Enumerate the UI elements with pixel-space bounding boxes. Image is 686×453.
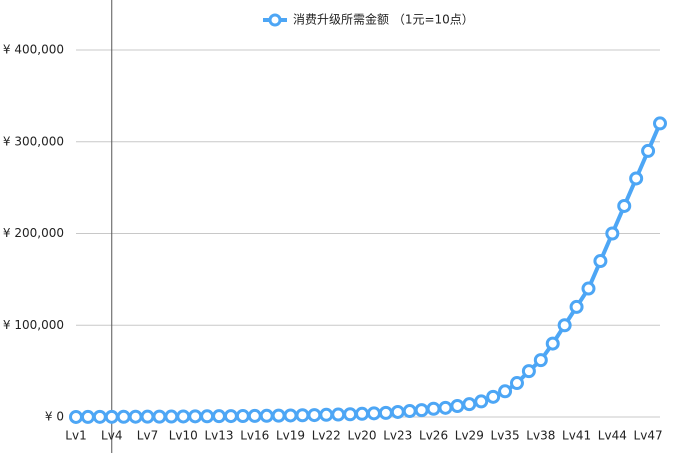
legend-marker	[268, 13, 282, 27]
data-point	[92, 409, 107, 424]
data-point	[521, 364, 536, 379]
data-point	[164, 409, 179, 424]
data-point	[533, 353, 548, 368]
data-point	[69, 409, 83, 424]
data-point	[80, 409, 95, 424]
data-point	[557, 318, 572, 333]
data-point	[402, 404, 417, 419]
data-point	[200, 409, 215, 424]
x-tick-label: Lv13	[204, 429, 233, 443]
x-tick-label: Lv1	[65, 429, 86, 443]
data-point	[450, 398, 465, 413]
y-tick-label: ¥ 200,000	[3, 226, 64, 240]
x-tick-label: Lv38	[526, 429, 555, 443]
data-point	[641, 143, 656, 158]
y-tick-label: ¥ 400,000	[3, 43, 64, 57]
data-point	[390, 404, 405, 419]
data-point	[128, 409, 143, 424]
data-point	[295, 408, 310, 423]
data-point	[581, 281, 596, 296]
x-tick-label: Lv35	[491, 429, 520, 443]
data-point	[366, 406, 381, 421]
data-point	[140, 409, 155, 424]
data-point	[212, 409, 227, 424]
data-point	[498, 384, 513, 399]
x-tick-label: Lv23	[383, 429, 412, 443]
data-point	[355, 406, 370, 421]
x-tick-label: Lv4	[101, 429, 122, 443]
x-tick-label: Lv20	[348, 429, 377, 443]
data-point	[617, 198, 632, 213]
data-point	[247, 408, 262, 423]
x-tick-label: Lv10	[169, 429, 198, 443]
x-tick-label: Lv29	[455, 429, 484, 443]
data-point	[331, 407, 346, 422]
data-point	[188, 409, 203, 424]
data-point	[605, 226, 620, 241]
x-tick-label: Lv47	[634, 429, 663, 443]
data-point	[486, 389, 501, 404]
x-tick-label: Lv19	[276, 429, 305, 443]
data-point	[569, 299, 584, 314]
x-tick-label: Lv16	[240, 429, 269, 443]
data-point	[223, 409, 238, 424]
data-point	[176, 409, 191, 424]
x-tick-label: Lv41	[562, 429, 591, 443]
data-point	[474, 394, 489, 409]
data-point	[378, 405, 393, 420]
x-tick-label: Lv44	[598, 429, 627, 443]
data-point	[343, 407, 358, 422]
data-point	[235, 408, 250, 423]
data-point	[414, 403, 429, 418]
x-tick-label: Lv22	[312, 429, 341, 443]
data-point	[271, 408, 286, 423]
data-point	[629, 171, 644, 186]
data-point	[462, 397, 477, 412]
data-point	[152, 409, 167, 424]
y-tick-label: ¥ 100,000	[3, 318, 64, 332]
x-tick-label: Lv26	[419, 429, 448, 443]
x-tick-label: Lv7	[137, 429, 158, 443]
data-point	[653, 116, 667, 131]
data-point	[426, 401, 441, 416]
y-tick-label: ¥ 0	[45, 410, 64, 424]
data-point	[307, 408, 322, 423]
data-point	[438, 400, 453, 415]
series-line	[75, 122, 662, 419]
data-point	[319, 407, 334, 422]
data-point	[545, 336, 560, 351]
legend-label: 消费升级所需金额 （1元=10点）	[293, 12, 474, 27]
y-tick-label: ¥ 300,000	[3, 134, 64, 148]
data-point	[104, 409, 119, 424]
data-point	[259, 408, 274, 423]
data-point	[283, 408, 298, 423]
data-point	[593, 254, 608, 269]
data-point	[509, 376, 524, 391]
data-point	[116, 409, 131, 424]
